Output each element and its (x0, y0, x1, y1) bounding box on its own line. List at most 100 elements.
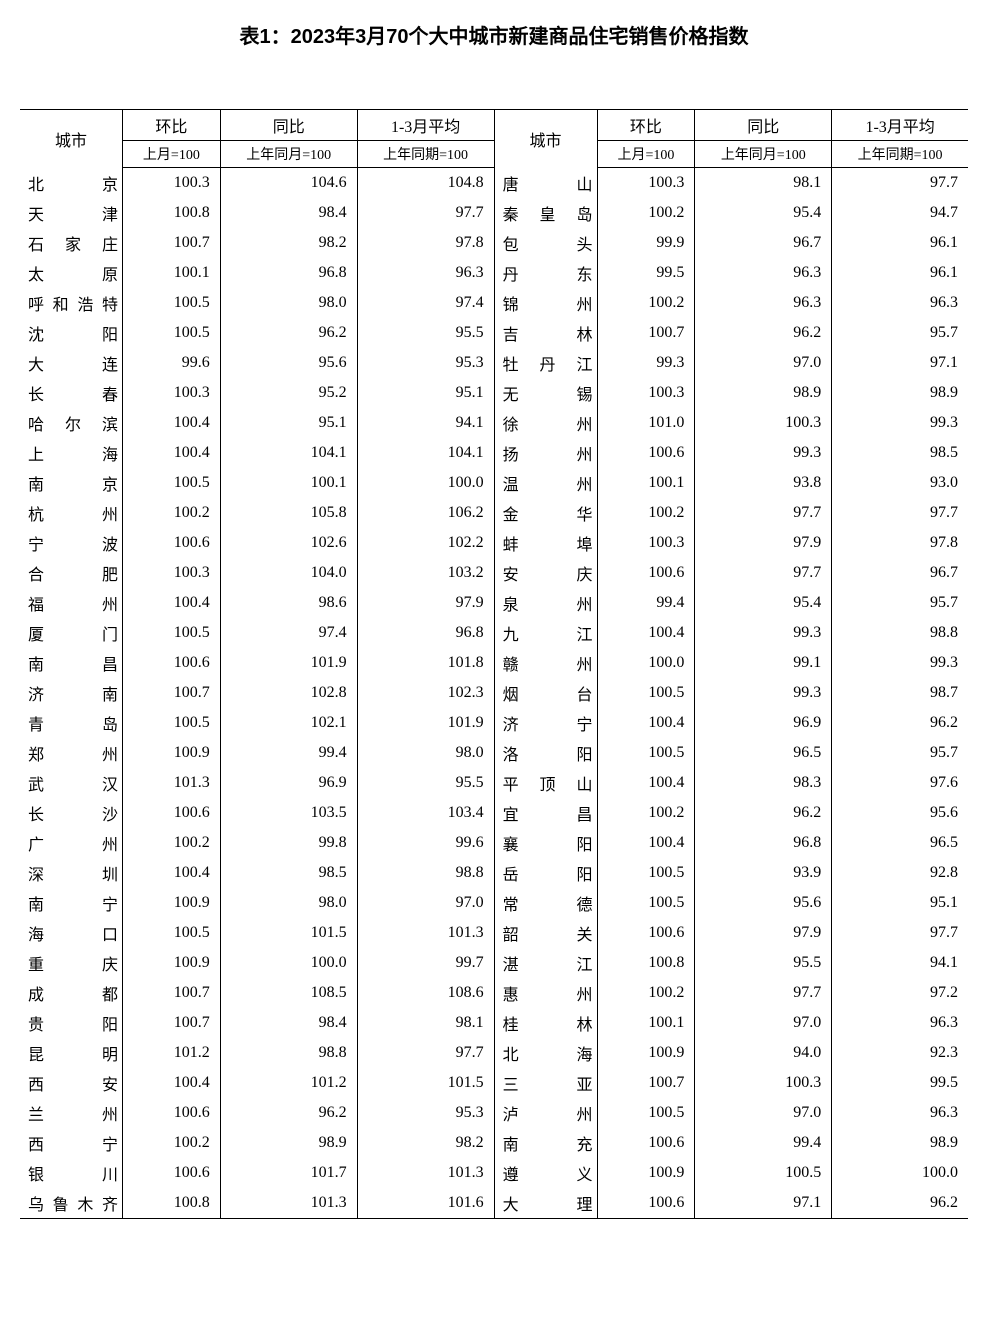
mom-cell: 100.9 (123, 738, 221, 768)
table-row: 沈 阳100.596.295.5吉 林100.796.295.7 (20, 318, 968, 348)
avg-cell: 92.8 (832, 858, 968, 888)
city-cell: 丹 东 (494, 258, 597, 288)
table-row: 南 宁100.998.097.0常 德100.595.695.1 (20, 888, 968, 918)
mom-cell: 100.7 (597, 1068, 695, 1098)
yoy-cell: 101.9 (220, 648, 357, 678)
subheader-mom-2: 上月=100 (597, 141, 695, 168)
city-cell: 大 连 (20, 348, 123, 378)
mom-cell: 100.5 (123, 918, 221, 948)
header-yoy-2: 同比 (695, 110, 832, 141)
mom-cell: 100.4 (123, 1068, 221, 1098)
avg-cell: 94.7 (832, 198, 968, 228)
yoy-cell: 96.2 (695, 318, 832, 348)
avg-cell: 95.6 (832, 798, 968, 828)
yoy-cell: 99.1 (695, 648, 832, 678)
avg-cell: 97.2 (832, 978, 968, 1008)
avg-cell: 93.0 (832, 468, 968, 498)
city-cell: 南 昌 (20, 648, 123, 678)
table-row: 武 汉101.396.995.5平 顶 山100.498.397.6 (20, 768, 968, 798)
yoy-cell: 93.8 (695, 468, 832, 498)
avg-cell: 97.6 (832, 768, 968, 798)
yoy-cell: 98.4 (220, 198, 357, 228)
yoy-cell: 101.2 (220, 1068, 357, 1098)
avg-cell: 98.7 (832, 678, 968, 708)
avg-cell: 96.3 (832, 288, 968, 318)
mom-cell: 99.6 (123, 348, 221, 378)
mom-cell: 101.0 (597, 408, 695, 438)
yoy-cell: 101.7 (220, 1158, 357, 1188)
city-cell: 西 安 (20, 1068, 123, 1098)
mom-cell: 100.6 (597, 918, 695, 948)
city-cell: 韶 关 (494, 918, 597, 948)
yoy-cell: 95.6 (695, 888, 832, 918)
city-cell: 九 江 (494, 618, 597, 648)
table-row: 哈 尔 滨100.495.194.1徐 州101.0100.399.3 (20, 408, 968, 438)
subheader-yoy-1: 上年同月=100 (220, 141, 357, 168)
yoy-cell: 100.3 (695, 1068, 832, 1098)
mom-cell: 100.1 (597, 468, 695, 498)
yoy-cell: 94.0 (695, 1038, 832, 1068)
avg-cell: 95.7 (832, 738, 968, 768)
mom-cell: 100.5 (123, 618, 221, 648)
avg-cell: 104.8 (357, 168, 494, 198)
city-cell: 吉 林 (494, 318, 597, 348)
avg-cell: 96.1 (832, 228, 968, 258)
yoy-cell: 102.1 (220, 708, 357, 738)
mom-cell: 100.2 (597, 198, 695, 228)
mom-cell: 100.7 (123, 228, 221, 258)
avg-cell: 99.6 (357, 828, 494, 858)
city-cell: 秦 皇 岛 (494, 198, 597, 228)
table-row: 西 安100.4101.2101.5三 亚100.7100.399.5 (20, 1068, 968, 1098)
avg-cell: 97.1 (832, 348, 968, 378)
avg-cell: 98.0 (357, 738, 494, 768)
yoy-cell: 97.7 (695, 558, 832, 588)
mom-cell: 100.2 (597, 498, 695, 528)
yoy-cell: 96.2 (695, 798, 832, 828)
avg-cell: 102.2 (357, 528, 494, 558)
table-row: 广 州100.299.899.6襄 阳100.496.896.5 (20, 828, 968, 858)
avg-cell: 95.7 (832, 588, 968, 618)
city-cell: 乌鲁木齐 (20, 1188, 123, 1219)
mom-cell: 100.4 (123, 438, 221, 468)
mom-cell: 100.4 (123, 858, 221, 888)
city-cell: 扬 州 (494, 438, 597, 468)
city-cell: 南 京 (20, 468, 123, 498)
city-cell: 昆 明 (20, 1038, 123, 1068)
table-row: 重 庆100.9100.099.7湛 江100.895.594.1 (20, 948, 968, 978)
city-cell: 锦 州 (494, 288, 597, 318)
mom-cell: 101.3 (123, 768, 221, 798)
avg-cell: 98.2 (357, 1128, 494, 1158)
table-row: 天 津100.898.497.7秦 皇 岛100.295.494.7 (20, 198, 968, 228)
avg-cell: 101.6 (357, 1188, 494, 1219)
mom-cell: 100.5 (123, 468, 221, 498)
mom-cell: 100.6 (123, 528, 221, 558)
mom-cell: 99.5 (597, 258, 695, 288)
city-cell: 兰 州 (20, 1098, 123, 1128)
subheader-avg-1: 上年同期=100 (357, 141, 494, 168)
table-row: 南 京100.5100.1100.0温 州100.193.893.0 (20, 468, 968, 498)
mom-cell: 100.4 (597, 768, 695, 798)
avg-cell: 100.0 (357, 468, 494, 498)
city-cell: 包 头 (494, 228, 597, 258)
table-row: 宁 波100.6102.6102.2蚌 埠100.397.997.8 (20, 528, 968, 558)
avg-cell: 95.3 (357, 1098, 494, 1128)
mom-cell: 100.2 (123, 498, 221, 528)
avg-cell: 98.9 (832, 1128, 968, 1158)
mom-cell: 100.5 (123, 318, 221, 348)
mom-cell: 100.7 (123, 678, 221, 708)
avg-cell: 106.2 (357, 498, 494, 528)
yoy-cell: 99.4 (220, 738, 357, 768)
yoy-cell: 97.9 (695, 528, 832, 558)
city-cell: 烟 台 (494, 678, 597, 708)
city-cell: 湛 江 (494, 948, 597, 978)
table-row: 乌鲁木齐100.8101.3101.6大 理100.697.196.2 (20, 1188, 968, 1219)
table-row: 深 圳100.498.598.8岳 阳100.593.992.8 (20, 858, 968, 888)
yoy-cell: 95.1 (220, 408, 357, 438)
mom-cell: 100.6 (123, 1158, 221, 1188)
mom-cell: 100.1 (597, 1008, 695, 1038)
subheader-avg-2: 上年同期=100 (832, 141, 968, 168)
avg-cell: 97.7 (832, 498, 968, 528)
mom-cell: 100.8 (123, 1188, 221, 1219)
city-cell: 福 州 (20, 588, 123, 618)
yoy-cell: 102.6 (220, 528, 357, 558)
